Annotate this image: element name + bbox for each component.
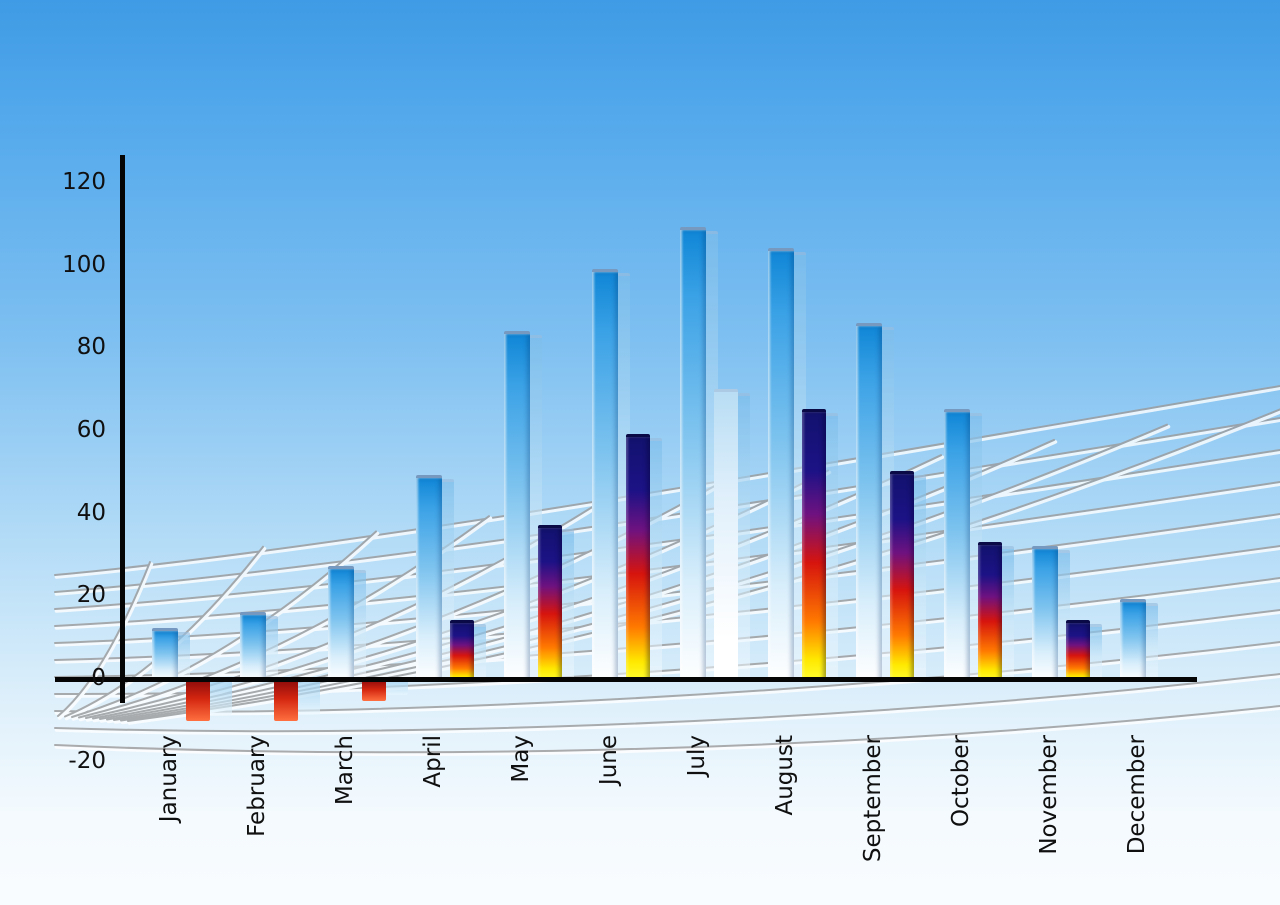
y-axis-line	[120, 155, 125, 703]
month-label-box-November: November	[1034, 735, 1064, 905]
bar-primary-August	[768, 248, 794, 681]
month-label: January	[156, 735, 182, 823]
bar-primary-June	[592, 268, 618, 681]
y-tick-label: 60	[76, 417, 106, 443]
bar-primary-September	[856, 322, 882, 681]
month-label-box-April: April	[418, 735, 448, 905]
y-tick-label: 40	[76, 499, 106, 526]
bar-primary-January	[152, 628, 178, 681]
month-label-box-September: September	[858, 735, 888, 905]
bar-secondary-July	[714, 388, 738, 681]
month-label-box-July: July	[682, 735, 712, 905]
month-label: May	[508, 735, 534, 783]
month-label: June	[596, 735, 622, 786]
bar-primary-February	[240, 611, 266, 681]
bar-secondary-October	[978, 541, 1002, 681]
bar-secondary-November	[1066, 620, 1090, 681]
month-label: October	[948, 735, 974, 828]
y-tick-label: 80	[76, 334, 106, 361]
bar-primary-December	[1120, 599, 1146, 681]
bar-primary-March	[328, 566, 354, 681]
y-tick-label: -20	[68, 747, 106, 774]
y-tick-label: 100	[62, 251, 106, 278]
month-label: July	[684, 735, 710, 777]
bar-secondary-August	[802, 409, 826, 681]
month-label: November	[1036, 735, 1062, 855]
bar-secondary-echo-February	[298, 678, 320, 716]
bar-secondary-echo-January	[210, 678, 232, 716]
month-label-box-May: May	[506, 735, 536, 905]
bar-secondary-January	[186, 678, 210, 722]
month-label: December	[1124, 735, 1150, 855]
bar-secondary-February	[274, 678, 298, 722]
month-label-box-June: June	[594, 735, 624, 905]
month-label-box-January: January	[154, 735, 184, 905]
bar-secondary-September	[890, 471, 914, 681]
bar-primary-May	[504, 330, 530, 681]
month-label: September	[860, 735, 886, 863]
bar-primary-October	[944, 409, 970, 681]
bar-secondary-echo-March	[386, 678, 408, 695]
y-tick-label: 0	[91, 665, 106, 691]
bar-primary-November	[1032, 545, 1058, 681]
x-axis-line	[55, 677, 1197, 682]
y-tick-label: 20	[76, 582, 106, 609]
month-label-box-December: December	[1122, 735, 1152, 905]
month-label-box-August: August	[770, 735, 800, 905]
bar-secondary-May	[538, 525, 562, 681]
bar-primary-April	[416, 475, 442, 681]
month-label: April	[420, 735, 446, 788]
bar-secondary-April	[450, 620, 474, 681]
month-label: March	[332, 735, 358, 806]
month-label: February	[244, 735, 270, 837]
month-label-box-February: February	[242, 735, 272, 905]
y-tick-label: 120	[62, 169, 106, 195]
month-label: August	[772, 735, 798, 816]
month-label-box-October: October	[946, 735, 976, 905]
bar-primary-July	[680, 227, 706, 681]
month-label-box-March: March	[330, 735, 360, 905]
bar-secondary-June	[626, 434, 650, 681]
